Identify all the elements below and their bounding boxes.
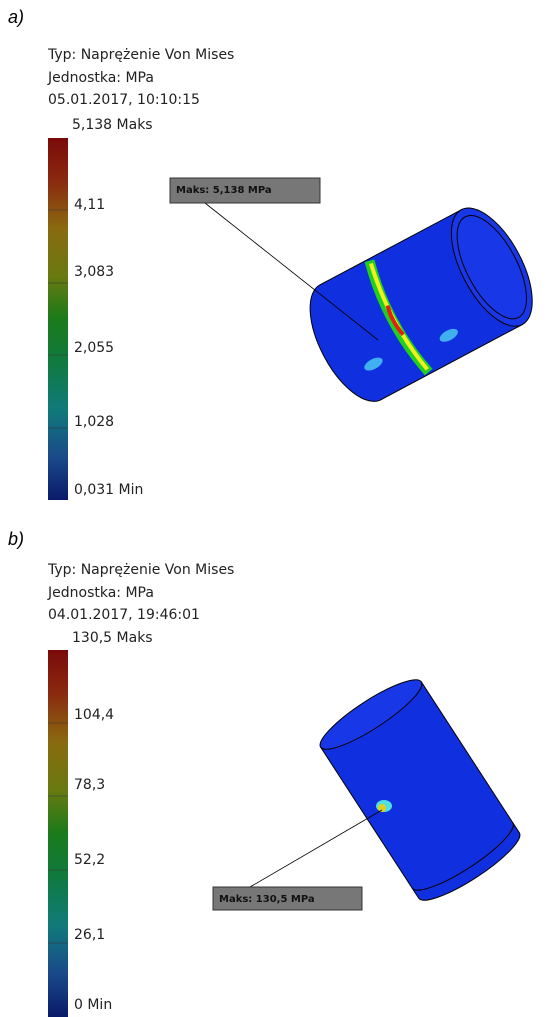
scale-label: 78,3 <box>74 777 105 793</box>
scale-label: 3,083 <box>74 264 114 280</box>
cylinder-model <box>294 196 549 414</box>
callout-text: Maks: 5,138 MPa <box>176 185 272 196</box>
date-line: 05.01.2017, 10:10:15 <box>48 92 200 108</box>
hotspot <box>378 804 386 812</box>
page: {"panels": [ {"label": "a)", "type_line"… <box>0 0 551 1017</box>
min-label: 0,031 Min <box>74 482 143 498</box>
colorbar <box>48 650 68 1017</box>
panel-a: a) Typ: Naprężenie Von Mises Jednostka: … <box>8 7 549 500</box>
type-line: Typ: Naprężenie Von Mises <box>47 47 234 63</box>
figure: a) Typ: Naprężenie Von Mises Jednostka: … <box>0 0 551 1017</box>
max-label: 5,138 Maks <box>72 117 153 133</box>
panel-label: b) <box>8 529 24 549</box>
scale-label: 52,2 <box>74 852 105 868</box>
unit-line: Jednostka: MPa <box>47 70 154 86</box>
panel-label: a) <box>8 7 24 27</box>
scale-label: 26,1 <box>74 927 105 943</box>
cylinder-model <box>313 670 527 910</box>
scale-label: 104,4 <box>74 707 114 723</box>
min-label: 0 Min <box>74 997 112 1013</box>
scale-label: 1,028 <box>74 414 114 430</box>
type-line: Typ: Naprężenie Von Mises <box>47 562 234 578</box>
callout-text: Maks: 130,5 MPa <box>219 894 315 905</box>
scale-label: 2,055 <box>74 340 114 356</box>
unit-line: Jednostka: MPa <box>47 585 154 601</box>
colorbar <box>48 138 68 500</box>
date-line: 04.01.2017, 19:46:01 <box>48 607 200 623</box>
max-label: 130,5 Maks <box>72 630 153 646</box>
panel-b: b) Typ: Naprężenie Von Mises Jednostka: … <box>8 529 527 1017</box>
callout-line <box>250 810 382 887</box>
scale-label: 4,11 <box>74 197 105 213</box>
